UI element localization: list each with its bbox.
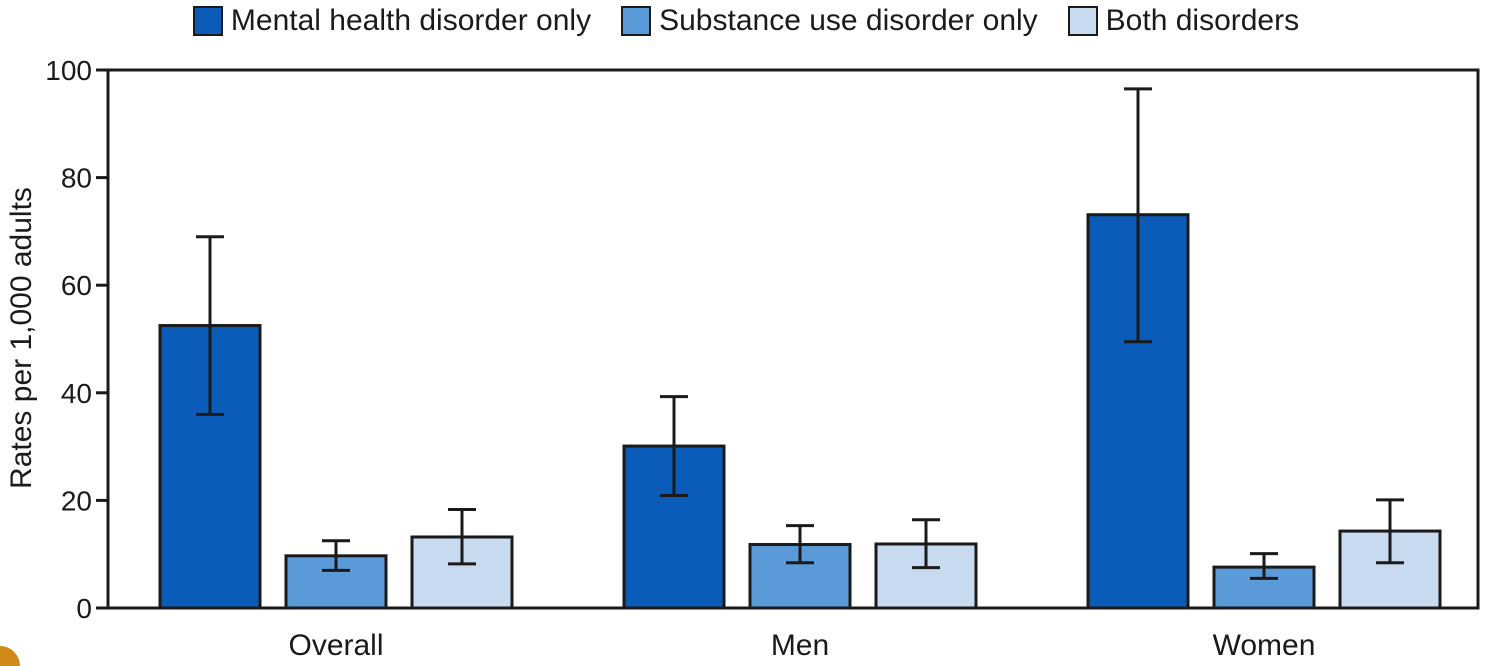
legend-label-both: Both disorders [1105,4,1300,37]
legend-swatch-mental [192,6,223,36]
legend-swatch-substance [621,6,652,36]
x-category-label: Women [1213,629,1316,662]
y-tick-label: 20 [61,485,92,516]
legend-swatch-both [1067,6,1098,36]
legend-item-both: Both disorders [1067,4,1300,38]
y-tick-label: 100 [45,55,92,86]
y-tick-label: 40 [61,378,92,409]
legend-item-mental: Mental health disorder only [192,4,592,38]
x-category-label: Overall [288,629,383,662]
legend-item-substance: Substance use disorder only [621,4,1038,38]
x-category-label: Men [771,629,829,662]
legend-label-substance: Substance use disorder only [659,4,1038,37]
y-tick-label: 80 [61,163,92,194]
legend: Mental health disorder only Substance us… [0,4,1492,38]
legend-label-mental: Mental health disorder only [230,4,592,37]
y-tick-label: 60 [61,270,92,301]
plot-frame [106,68,1480,610]
y-tick-label: 0 [76,593,92,624]
